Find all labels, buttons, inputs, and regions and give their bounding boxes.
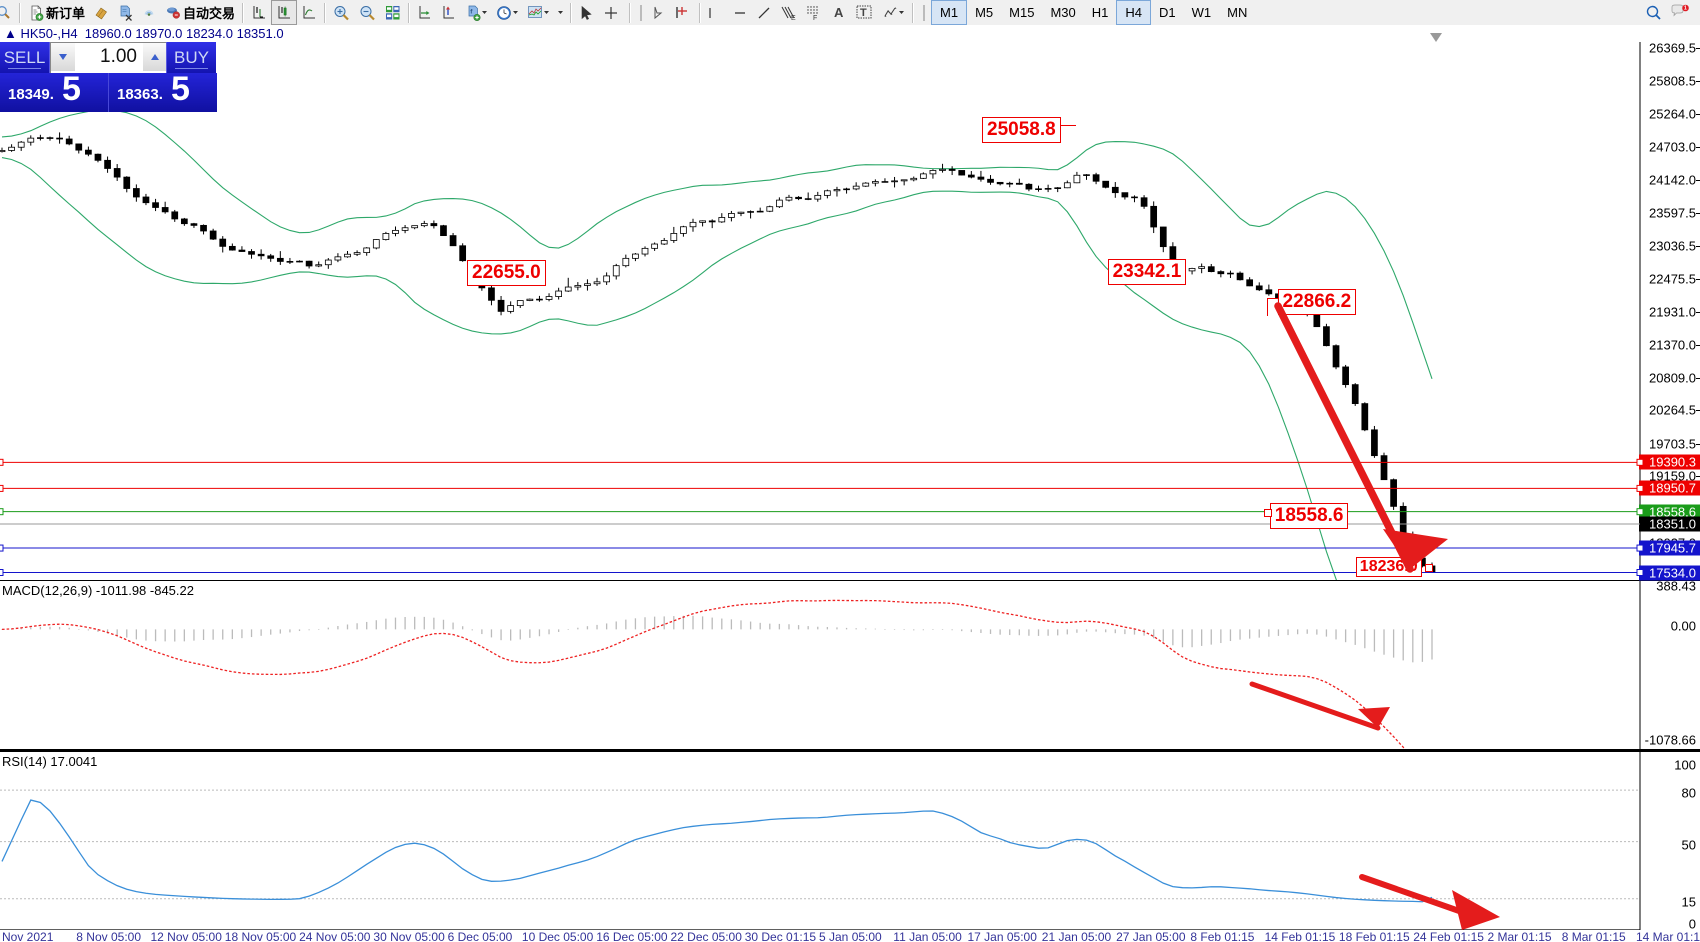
svg-text:E: E: [791, 15, 796, 21]
svg-text:T: T: [860, 7, 867, 19]
svg-text:A: A: [834, 5, 844, 20]
svg-text:1: 1: [1684, 5, 1687, 11]
svg-text:F: F: [813, 15, 817, 21]
